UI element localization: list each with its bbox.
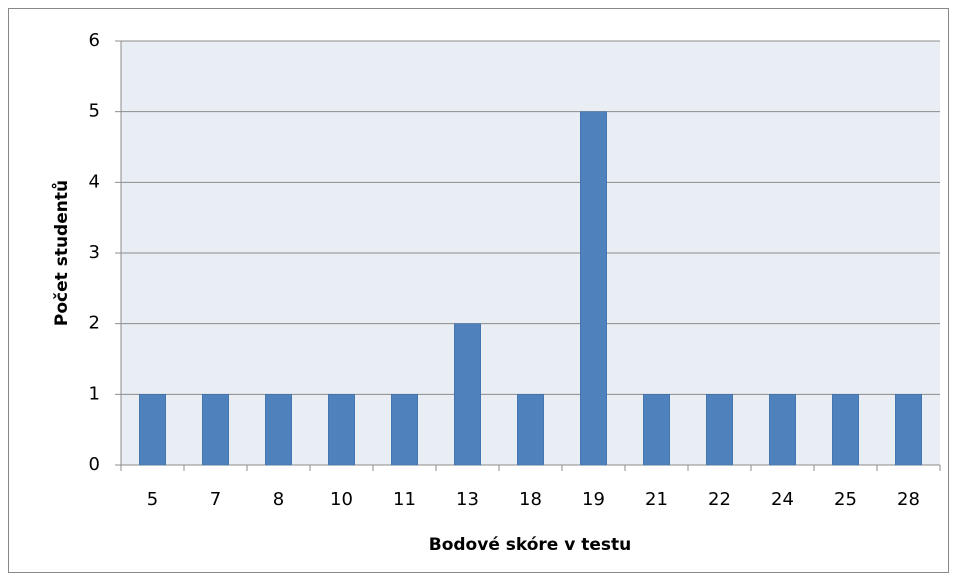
bar <box>895 394 922 466</box>
x-tick-label: 19 <box>582 489 605 510</box>
y-tick-label: 1 <box>89 383 100 404</box>
x-tick-label: 18 <box>519 489 542 510</box>
x-axis-title: Bodové skóre v testu <box>429 535 632 555</box>
x-tick-label: 13 <box>456 489 479 510</box>
y-tick-label: 0 <box>89 454 100 475</box>
bar <box>706 394 733 466</box>
x-tick-label: 11 <box>393 489 416 510</box>
bar <box>391 394 418 466</box>
bar <box>769 394 796 466</box>
y-tick-label: 3 <box>89 242 100 263</box>
x-tick-label: 10 <box>330 489 353 510</box>
bar <box>139 394 166 466</box>
x-tick-label: 21 <box>645 489 668 510</box>
x-tick-label: 25 <box>834 489 857 510</box>
bar <box>643 394 670 466</box>
y-axis-title: Počet studentů <box>50 180 72 326</box>
x-tick-label: 28 <box>897 489 920 510</box>
y-tick-label: 4 <box>89 171 100 192</box>
y-tick-label: 2 <box>89 313 100 334</box>
bar <box>580 111 607 466</box>
y-tick-label: 5 <box>89 101 100 122</box>
x-tick-label: 7 <box>210 489 221 510</box>
x-tick-label: 8 <box>273 489 284 510</box>
bar <box>517 394 544 466</box>
bar <box>328 394 355 466</box>
bar <box>202 394 229 466</box>
y-tick-label: 6 <box>89 30 100 51</box>
x-tick-label: 5 <box>147 489 158 510</box>
bar <box>832 394 859 466</box>
bar <box>265 394 292 466</box>
bar <box>454 323 481 466</box>
x-tick-label: 22 <box>708 489 731 510</box>
x-tick-label: 24 <box>771 489 794 510</box>
